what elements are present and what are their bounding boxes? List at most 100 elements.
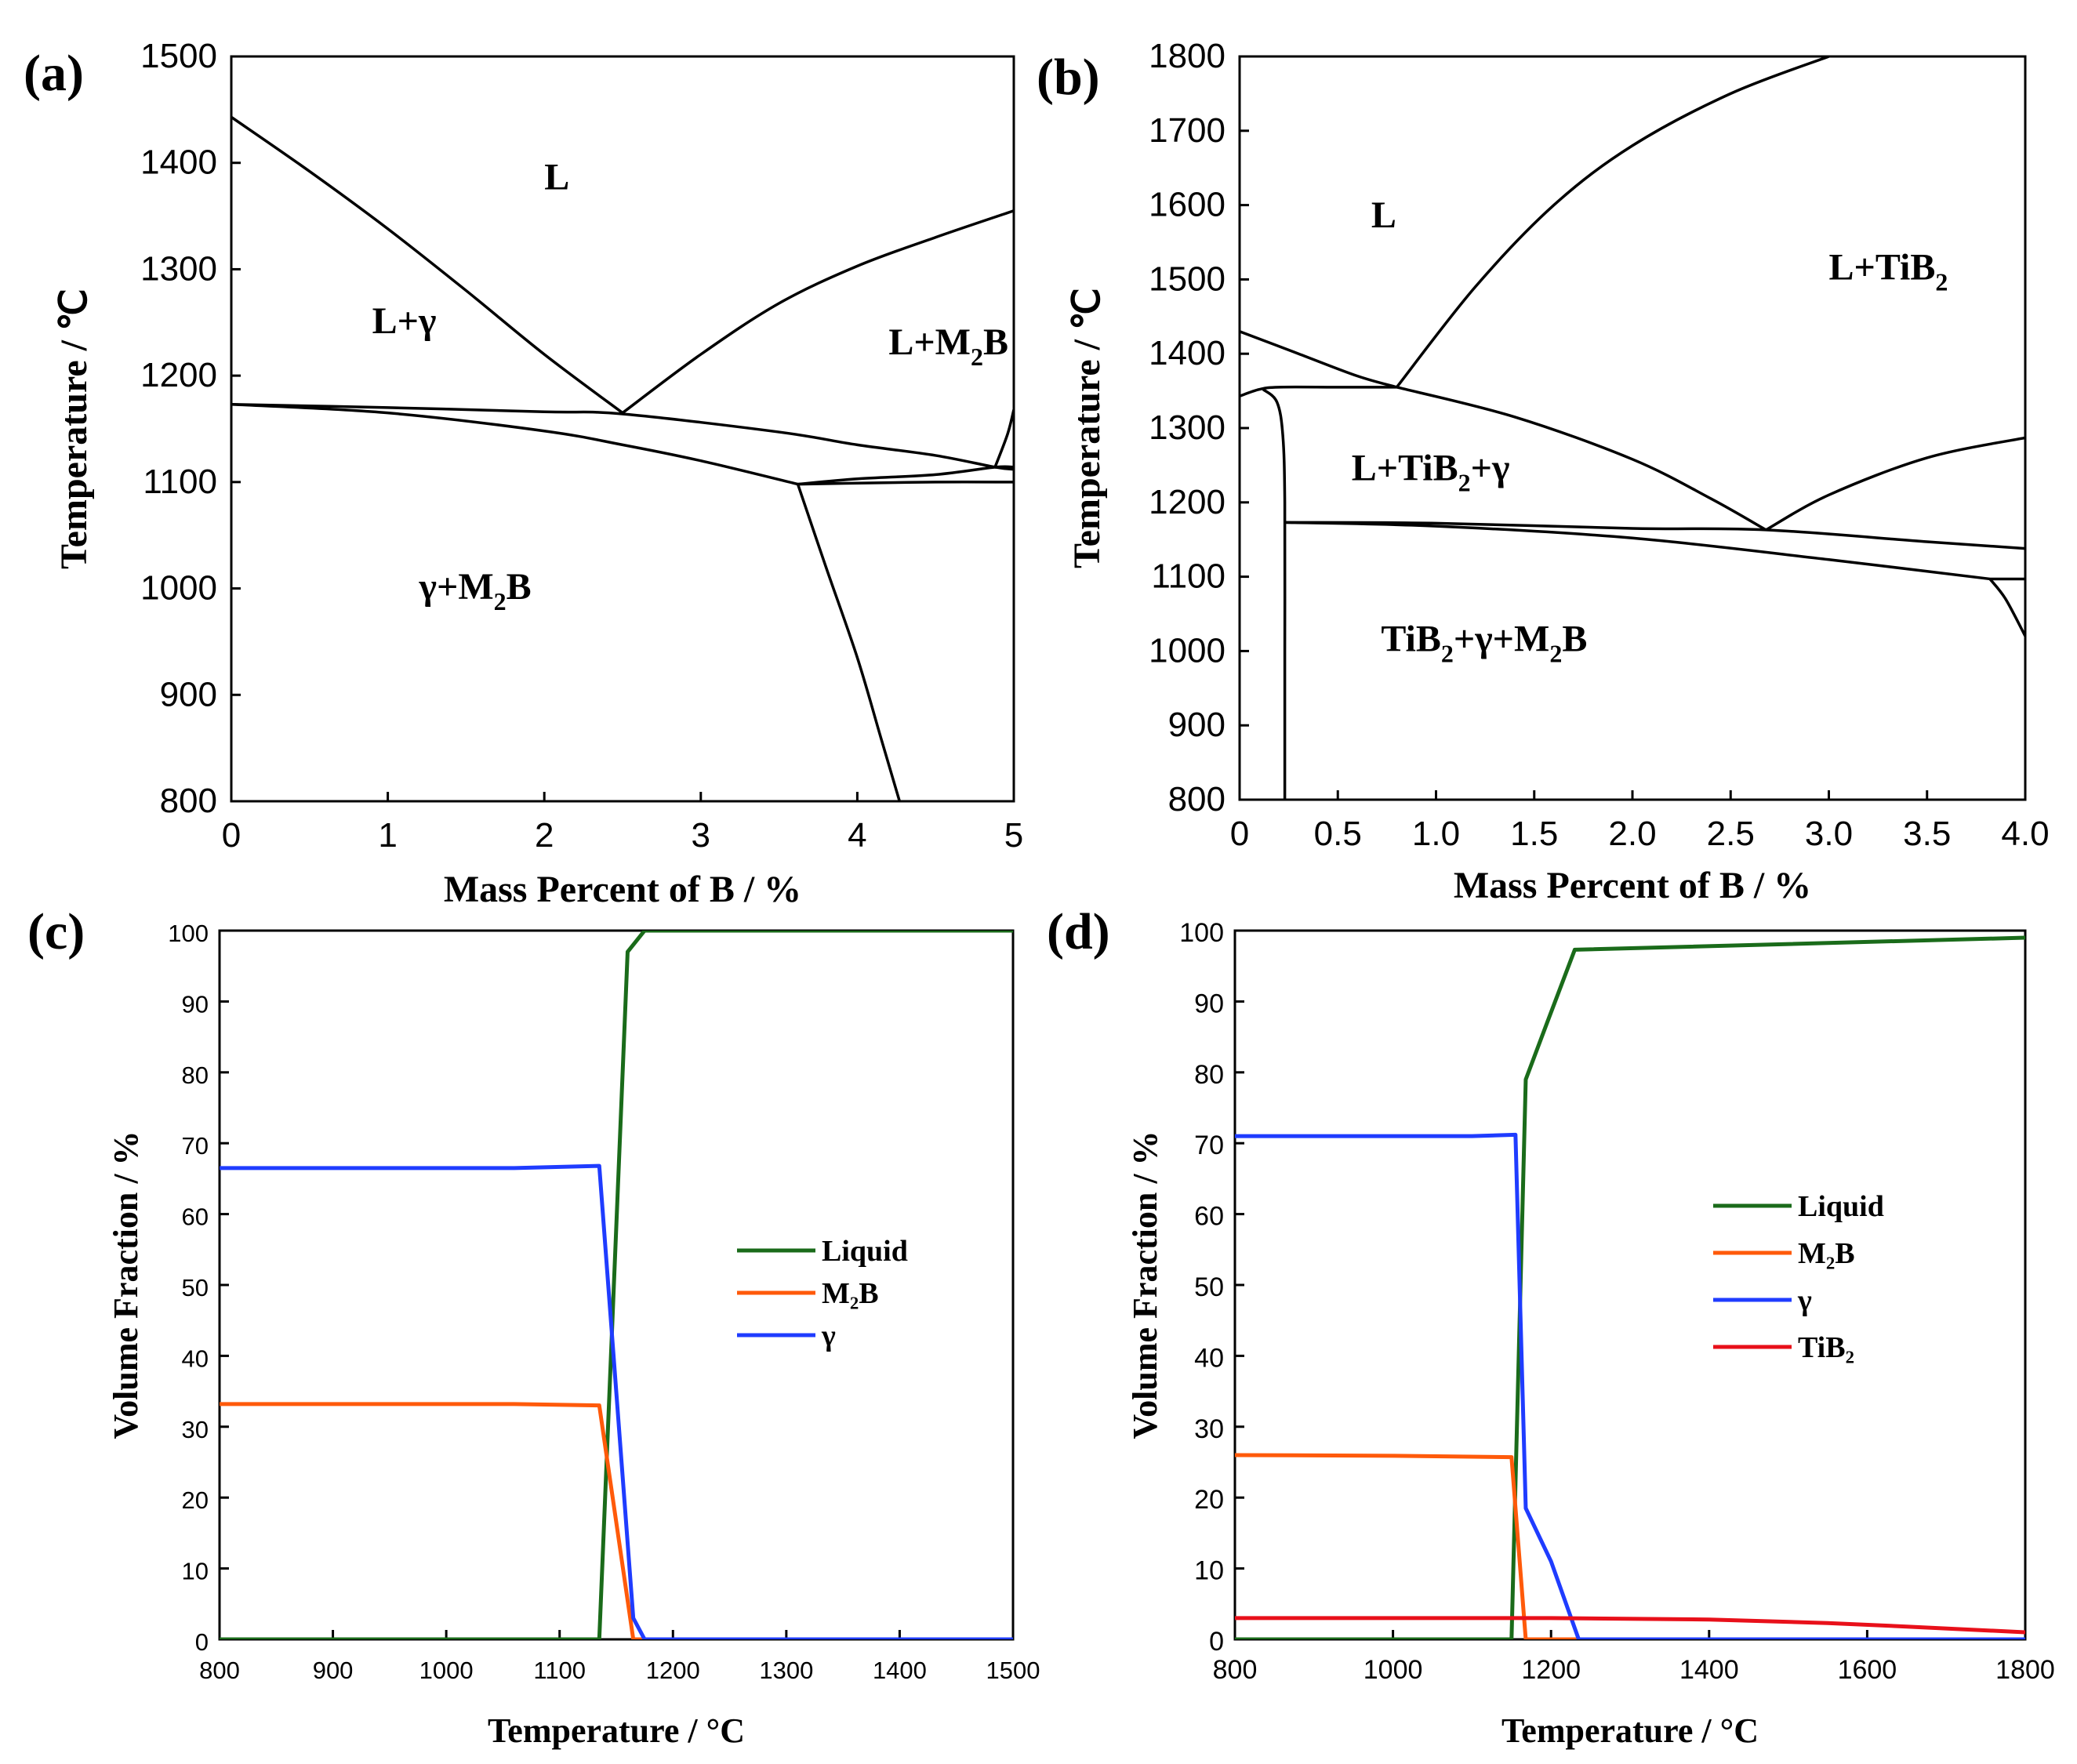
x-tick-label: 1200 (1521, 1655, 1581, 1685)
y-tick-label: 800 (160, 782, 217, 820)
region-label-sub: 2 (1935, 267, 1948, 296)
y-tick-label: 70 (1194, 1131, 1224, 1160)
region-label-main: L+γ (372, 300, 437, 342)
x-tick-label: 1 (378, 816, 397, 855)
phase-boundary-tib2-solvus (1262, 388, 1287, 800)
x-tick-label: 1100 (533, 1657, 586, 1684)
phase-boundary-three-phase-top (1240, 385, 1397, 397)
y-tick-label: 1800 (1149, 37, 1226, 75)
y-axis-label: Volume Fraction / % (107, 1131, 145, 1439)
phase-boundary-liquidus-tib2 (1396, 56, 1830, 388)
region-label-sub: 2 (494, 587, 507, 615)
legend-label: γ (821, 1319, 836, 1352)
x-tick-label: 1200 (646, 1657, 700, 1684)
x-tick-label: 1000 (1363, 1655, 1423, 1685)
x-tick-label: 1.5 (1510, 815, 1558, 853)
y-tick-label: 10 (1194, 1556, 1224, 1586)
legend-label: TiB₂ (1798, 1331, 1854, 1364)
region-label-main: L+TiB (1829, 246, 1936, 288)
y-tick-label: 0 (195, 1628, 209, 1656)
phase-boundary-m2b-liquidus-left (1396, 386, 1767, 532)
region-label-tail: B (983, 321, 1008, 363)
region-label: TiB2+γ+M2B (1381, 618, 1587, 667)
y-tick-label: 40 (1194, 1343, 1224, 1373)
y-tick-label: 80 (182, 1062, 209, 1089)
region-label-tail: +γ+M (1454, 618, 1549, 659)
y-tick-label: 1200 (140, 356, 217, 394)
y-tick-label: 40 (182, 1345, 209, 1372)
region-label: L (1371, 194, 1396, 236)
x-tick-label: 0 (1230, 815, 1249, 853)
x-tick-label: 4.0 (2001, 815, 2049, 853)
chart-panel-1: 0 1 2 3 4 5 800 900 1000 1100 1200 1300 1400 1500 Mass… (24, 37, 1023, 910)
region-label-sub: 2 (1549, 639, 1562, 667)
x-tick-label: 2.5 (1707, 815, 1755, 853)
series-line-Liquid (1235, 935, 2025, 1639)
x-axis-label: Temperature / °C (1501, 1711, 1759, 1750)
plot-frame (230, 55, 1015, 803)
y-tick-label: 1300 (1149, 408, 1226, 447)
region-label-sub: 2 (1458, 468, 1471, 496)
region-label-tail: B (1562, 618, 1587, 659)
y-tick-label: 1200 (1149, 483, 1226, 521)
phase-boundary-three-phase-lower (797, 481, 1014, 486)
series-line-γ (220, 1163, 1013, 1639)
phase-boundary-three-phase-upper (797, 465, 1014, 486)
x-tick-label: 3.0 (1805, 815, 1853, 853)
y-tick-label: 50 (182, 1274, 209, 1301)
y-tick-label: 1500 (1149, 260, 1226, 298)
x-tick-label: 1400 (873, 1657, 927, 1684)
x-tick-label: 2.0 (1608, 815, 1656, 853)
x-axis-label: Temperature / °C (488, 1711, 745, 1750)
x-tick-label: 800 (1213, 1655, 1258, 1685)
phase-boundary-eutectic-line (231, 403, 1014, 471)
region-label-tail: B (507, 566, 532, 608)
series-group (220, 931, 1013, 1639)
legend-label: γ (1797, 1284, 1812, 1317)
legend-label: M₂B (1798, 1237, 1855, 1270)
y-axis-label: Temperature / ℃ (53, 289, 95, 569)
legend-label: Liquid (1798, 1190, 1884, 1223)
region-label-main: L (544, 157, 569, 198)
region-label: L+TiB2+γ (1352, 447, 1510, 496)
y-tick-label: 20 (182, 1486, 209, 1514)
legend-label: Liquid (822, 1235, 908, 1268)
region-label: L+TiB2 (1829, 246, 1948, 296)
y-tick-label: 20 (1194, 1485, 1224, 1515)
y-tick-label: 900 (160, 675, 217, 713)
region-label-main: γ+M (419, 566, 494, 608)
x-tick-label: 1400 (1679, 1655, 1739, 1685)
y-axis-label: Temperature / ℃ (1066, 288, 1108, 568)
y-tick-label: 30 (1194, 1414, 1224, 1444)
x-tick-label: 0.5 (1314, 815, 1362, 853)
x-tick-label: 1.0 (1412, 815, 1460, 853)
series-group (231, 115, 1014, 801)
x-tick-label: 1000 (419, 1657, 474, 1684)
phase-boundary-right-solvus (1988, 578, 2025, 637)
series-group (1240, 56, 2025, 800)
region-label: L+γ (372, 300, 437, 342)
region-label-sub: 2 (971, 343, 983, 371)
region-label: L+M2B (888, 321, 1008, 371)
plot-frame (1233, 929, 2027, 1641)
legend-label: M₂B (822, 1277, 879, 1310)
region-label-main: L+TiB (1352, 447, 1458, 488)
chart-panel-4: 800 1000 1200 1400 1600 1800 0 10 20 30 40 50 60 70 80… (1047, 903, 2055, 1750)
x-tick-label: 1600 (1838, 1655, 1897, 1685)
plot-frame (1238, 55, 2027, 801)
y-tick-label: 70 (182, 1132, 209, 1160)
chart-panel-2: 0 0.5 1.0 1.5 2.0 2.5 3.0 3.5 4.0 800 900 1000 1100 1… (1037, 37, 2050, 906)
phase-boundary-right-edge (993, 409, 1014, 468)
series-line-γ (1235, 1132, 2025, 1639)
x-tick-label: 4 (848, 816, 866, 855)
region-label: L (544, 157, 569, 198)
y-tick-label: 50 (1194, 1272, 1224, 1302)
legend: Liquid M₂B γ (737, 1235, 908, 1352)
x-tick-label: 3 (692, 816, 710, 855)
y-tick-label: 30 (182, 1416, 209, 1443)
y-tick-label: 60 (182, 1203, 209, 1231)
region-label: γ+M2B (419, 566, 532, 615)
x-tick-label: 1500 (986, 1657, 1040, 1684)
y-tick-label: 1000 (140, 569, 217, 608)
